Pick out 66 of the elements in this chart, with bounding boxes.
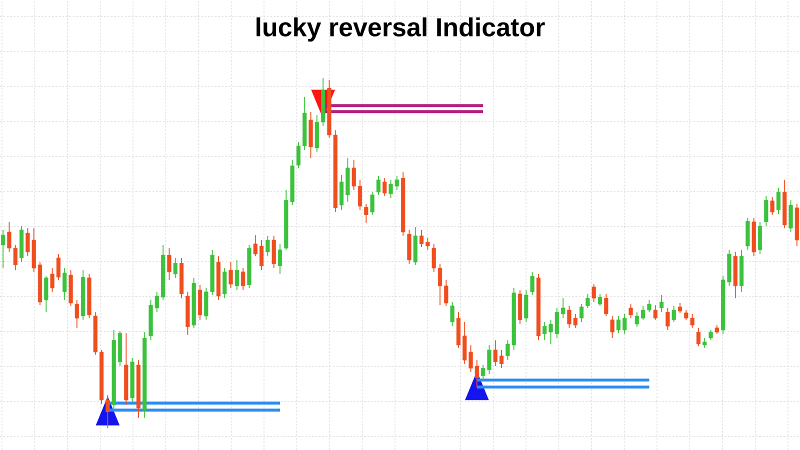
- candlestick: [450, 302, 454, 327]
- candlestick: [444, 279, 448, 306]
- candlestick: [228, 262, 233, 288]
- candlestick: [696, 327, 701, 347]
- candlestick: [493, 340, 498, 367]
- candlestick: [272, 235, 276, 269]
- candlestick: [394, 176, 399, 190]
- candlestick: [266, 235, 270, 257]
- candlestick: [598, 293, 602, 306]
- candlestick: [758, 221, 762, 255]
- candlestick: [253, 234, 258, 257]
- candlestick: [154, 291, 159, 313]
- candlestick: [296, 142, 301, 168]
- candlestick: [592, 284, 596, 302]
- candlestick: [62, 268, 67, 300]
- candlestick: [234, 260, 239, 291]
- candlestick: [173, 257, 178, 278]
- candlestick: [628, 304, 633, 319]
- candlestick: [622, 313, 627, 334]
- candlestick: [776, 187, 781, 215]
- candlestick: [364, 204, 368, 224]
- candlestick: [672, 305, 676, 322]
- candlestick: [50, 268, 54, 292]
- candlestick: [634, 312, 639, 328]
- candlestick: [702, 338, 707, 348]
- candlestick: [554, 307, 559, 339]
- candlestick: [604, 293, 608, 316]
- candlestick: [56, 254, 61, 280]
- candlestick: [432, 243, 436, 272]
- candlestick: [259, 240, 264, 271]
- candlestick: [376, 176, 381, 196]
- candlestick: [659, 294, 664, 313]
- candlestick: [708, 330, 713, 341]
- candlestick: [530, 271, 534, 296]
- candlestick: [388, 179, 393, 199]
- candlestick: [222, 268, 227, 299]
- candlestick: [352, 159, 356, 190]
- candlestick: [499, 349, 504, 369]
- candlestick: [764, 195, 768, 227]
- candlestick: [616, 316, 621, 334]
- candlestick: [770, 196, 774, 216]
- candlestick: [370, 192, 374, 216]
- candlestick: [1, 229, 6, 269]
- candlestick: [358, 179, 362, 210]
- candlestick: [653, 304, 658, 320]
- candlestick: [586, 293, 590, 308]
- candlestick: [382, 178, 387, 196]
- candlestick: [666, 307, 670, 330]
- candlestick: [438, 263, 442, 306]
- candlestick: [561, 298, 566, 319]
- candlestick: [426, 237, 430, 250]
- candlestick: [579, 304, 584, 322]
- candlestick: [474, 360, 479, 388]
- chart-title: lucky reversal Indicator: [256, 17, 545, 42]
- candlestick: [788, 200, 793, 232]
- candlestick: [167, 248, 172, 280]
- candlestick: [241, 268, 246, 291]
- candlestick: [610, 316, 614, 339]
- candlestick: [678, 302, 682, 314]
- candlestick: [44, 276, 48, 313]
- candlestick: [419, 229, 424, 248]
- candlestick: [278, 243, 282, 274]
- candlestick: [339, 174, 344, 210]
- candlestick: [74, 299, 79, 328]
- candlestick: [106, 394, 110, 428]
- candlestick: [524, 290, 528, 322]
